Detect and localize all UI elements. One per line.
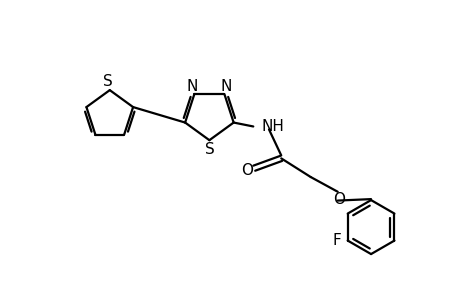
- Text: NH: NH: [261, 119, 283, 134]
- Text: N: N: [186, 79, 198, 94]
- Text: S: S: [103, 74, 113, 89]
- Text: O: O: [332, 192, 344, 207]
- Text: O: O: [241, 163, 252, 178]
- Text: F: F: [332, 233, 341, 248]
- Text: N: N: [220, 79, 231, 94]
- Text: S: S: [204, 142, 214, 157]
